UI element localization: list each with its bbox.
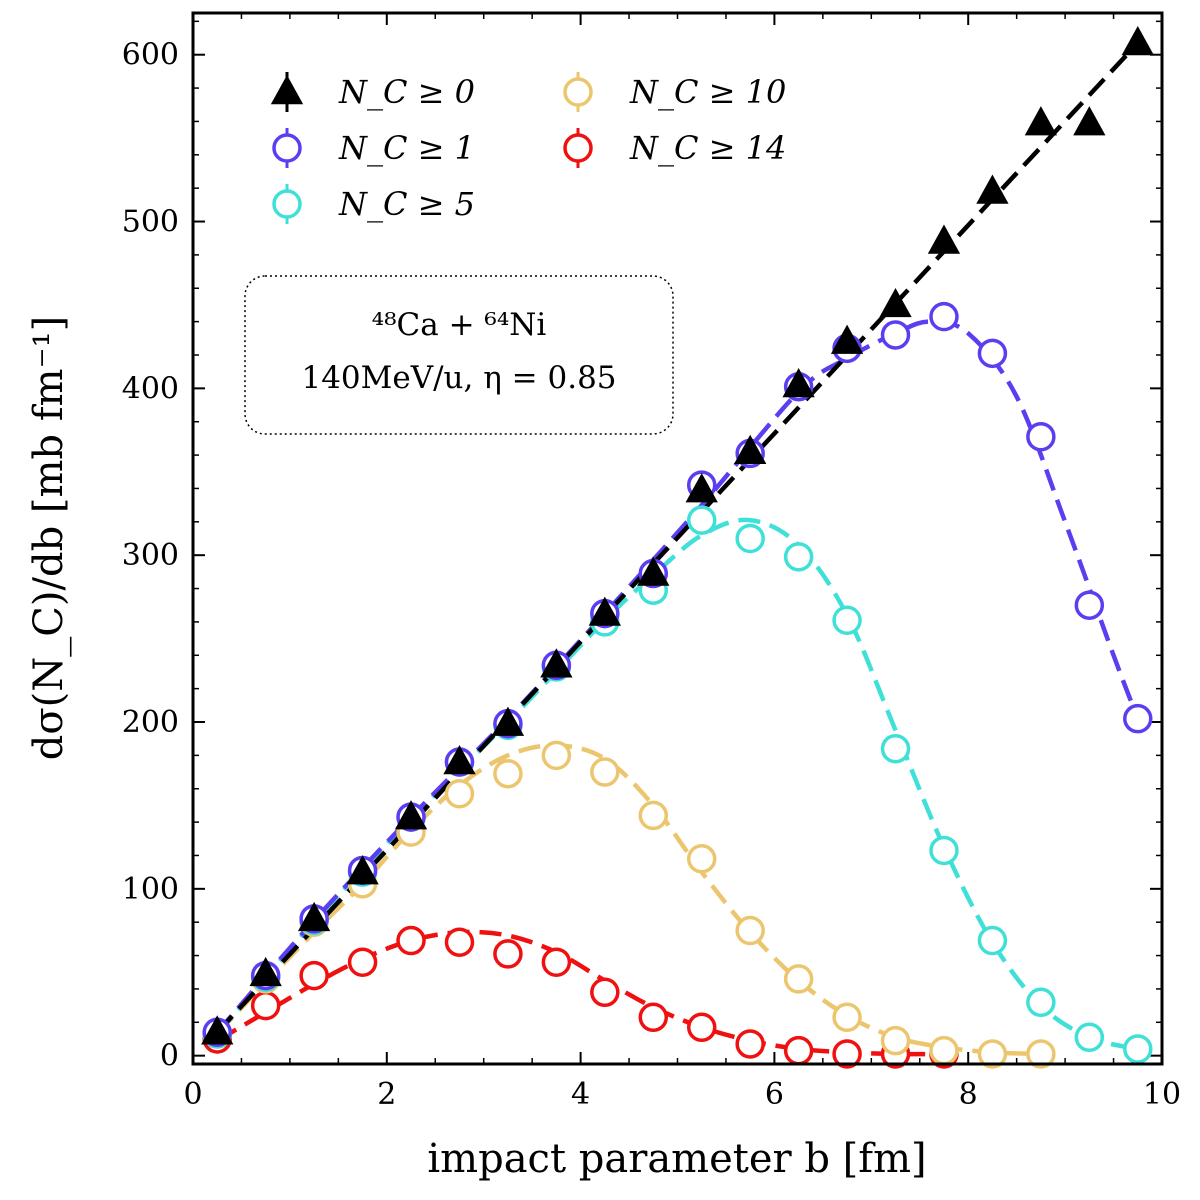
legend-marker-circle [563, 77, 593, 107]
data-point-circle [832, 605, 862, 635]
legend-label: N_C ≥ 10 [629, 73, 786, 111]
data-point-triangle [491, 706, 525, 736]
data-point-circle [1026, 987, 1056, 1018]
data-point-triangle [297, 901, 331, 932]
data-point-circle [977, 338, 1008, 369]
x-tick-label: 10 [1143, 1077, 1181, 1112]
annotation-frame [244, 275, 674, 435]
data-point-circle [541, 740, 572, 771]
data-point-circle [1123, 703, 1153, 734]
data-point-circle [977, 925, 1008, 956]
data-point-circle [783, 1035, 814, 1066]
data-point-triangle [201, 1015, 234, 1045]
y-tick-label: 200 [122, 705, 179, 740]
data-point-circle [493, 939, 523, 969]
annotation-box: ⁴⁸Ca + ⁶⁴Ni 140MeV/u, η = 0.85 [244, 275, 674, 435]
legend-marker-circle [272, 133, 302, 163]
data-point-triangle [394, 800, 428, 830]
data-point-circle [880, 1025, 911, 1056]
data-point-circle [638, 800, 669, 831]
x-tick-label: 8 [959, 1077, 978, 1112]
x-tick-label: 2 [377, 1077, 396, 1112]
x-tick-label: 6 [765, 1077, 784, 1112]
data-point-circle [880, 320, 911, 350]
legend-label: N_C ≥ 14 [629, 129, 786, 167]
data-point-circle [638, 1002, 669, 1033]
legend-marker-circle [272, 189, 302, 219]
data-point-circle [250, 990, 281, 1021]
data-point-circle [396, 925, 426, 956]
data-point-triangle [540, 648, 573, 678]
y-tick-label: 600 [122, 38, 179, 73]
data-point-triangle [685, 473, 718, 503]
data-point-circle [832, 1039, 862, 1069]
data-point-triangle [1121, 26, 1154, 56]
annotation-line-1: ⁴⁸Ca + ⁶⁴Ni [372, 307, 547, 343]
data-point-triangle [443, 745, 476, 775]
data-point-triangle [1024, 106, 1058, 136]
y-tick-label: 300 [122, 538, 179, 573]
data-point-circle [929, 835, 959, 866]
data-point-circle [686, 1012, 717, 1043]
y-axis-title: dσ(N_C)/db [mb fm⁻¹] [26, 316, 72, 760]
data-point-circle [590, 977, 620, 1008]
data-point-circle [929, 1035, 959, 1066]
x-tick-label: 4 [571, 1077, 590, 1112]
data-point-circle [686, 505, 717, 535]
data-point-triangle [637, 556, 670, 586]
data-point-circle [880, 733, 911, 764]
data-point-triangle [588, 596, 621, 626]
data-point-triangle [927, 224, 961, 254]
data-point-circle [1026, 1039, 1056, 1069]
data-point-circle [735, 915, 765, 946]
data-point-triangle [830, 324, 864, 354]
data-point-circle [686, 844, 717, 874]
legend-label: N_C ≥ 0 [338, 73, 475, 111]
data-point-triangle [879, 287, 912, 318]
data-point-circle [347, 947, 378, 977]
fit-line-4 [216, 929, 944, 1057]
data-point-triangle [1073, 106, 1106, 136]
data-point-triangle [734, 434, 767, 464]
data-point-circle [735, 523, 765, 554]
y-tick-label: 100 [122, 872, 179, 907]
y-tick-label: 500 [122, 205, 179, 240]
legend-label: N_C ≥ 1 [338, 129, 475, 167]
data-point-circle [977, 1039, 1008, 1069]
data-point-circle [783, 964, 814, 994]
data-point-circle [1026, 421, 1056, 452]
legend-marker-triangle [270, 75, 304, 105]
data-markers [201, 26, 1154, 1069]
y-tick-label: 0 [160, 1039, 179, 1074]
legend: N_C ≥ 0 N_C ≥ 1 N_C ≥ 5 N_C ≥ 10 N_C ≥ 14 [270, 72, 786, 224]
data-point-circle [493, 758, 523, 789]
data-point-circle [299, 960, 329, 991]
data-point-triangle [346, 855, 379, 885]
data-point-circle [735, 1029, 765, 1059]
data-point-triangle [249, 956, 282, 987]
data-point-triangle [976, 174, 1009, 204]
data-point-circle [1074, 590, 1105, 620]
data-point-circle [590, 757, 620, 787]
data-point-circle [1074, 1022, 1105, 1053]
legend-label: N_C ≥ 5 [338, 185, 475, 223]
data-point-circle [444, 778, 475, 809]
plot-frame [191, 11, 1164, 1066]
data-point-circle [832, 1002, 862, 1033]
annotation-line-2: 140MeV/u, η = 0.85 [301, 360, 616, 396]
data-point-circle [929, 301, 959, 332]
x-tick-label: 0 [183, 1077, 202, 1112]
x-axis-title: impact parameter b [fm] [427, 1136, 926, 1182]
data-point-triangle [782, 368, 815, 398]
data-point-circle [1123, 1034, 1153, 1064]
data-point-circle [444, 927, 475, 957]
data-point-circle [541, 947, 572, 977]
y-tick-label: 400 [122, 371, 179, 406]
legend-marker-circle [563, 133, 593, 163]
data-point-circle [783, 542, 814, 572]
